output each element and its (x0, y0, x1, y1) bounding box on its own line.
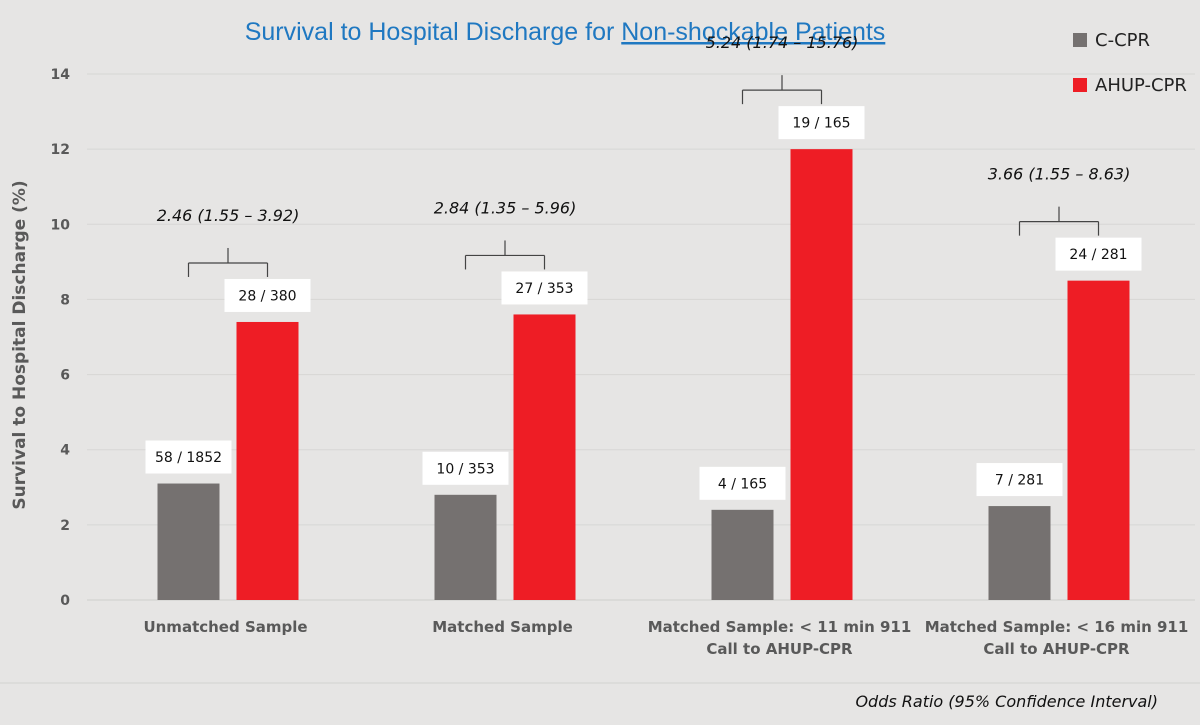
data-label: 4 / 165 (718, 476, 767, 492)
data-label: 28 / 380 (238, 288, 296, 304)
data-label: 19 / 165 (792, 116, 850, 132)
x-category-label: Call to AHUP-CPR (706, 640, 853, 658)
y-tick-label: 6 (60, 368, 70, 384)
data-labels: 58 / 1852 28 / 380 10 / 353 27 / 353 4 / 165… (145, 106, 1142, 500)
data-label: 7 / 281 (995, 473, 1044, 489)
data-label: 27 / 353 (515, 281, 573, 297)
odds-ratio-label: 3.66 (1.55 – 8.63) (988, 165, 1131, 184)
bar-ahup-cpr (513, 314, 576, 600)
legend-swatch-c-cpr (1073, 33, 1087, 47)
bar-ahup-cpr (236, 321, 299, 600)
legend-label-c-cpr: C-CPR (1095, 30, 1150, 51)
data-label-box (224, 278, 311, 312)
y-tick-label: 14 (51, 67, 71, 83)
legend: C-CPR AHUP-CPR (1073, 30, 1187, 96)
x-category-label: Unmatched Sample (143, 618, 307, 636)
bar-c-cpr (988, 506, 1051, 600)
x-category-label: Matched Sample: < 11 min 911 (648, 618, 912, 636)
odds-ratio-brackets: 2.46 (1.55 – 3.92) 2.84 (1.35 – 5.96) 5.24… (157, 33, 1131, 277)
x-axis: Unmatched Sample Matched Sample Matched Sa… (143, 618, 1188, 658)
data-label-box (422, 451, 509, 485)
x-category-label: Call to AHUP-CPR (983, 640, 1130, 658)
data-label-box (976, 463, 1063, 497)
data-label-box (145, 440, 232, 474)
data-label-box (1055, 237, 1142, 271)
data-label: 58 / 1852 (155, 450, 222, 466)
y-axis-label: Survival to Hospital Discharge (%) (10, 180, 30, 509)
bar-ahup-cpr (1067, 280, 1130, 600)
y-tick-label: 10 (51, 217, 71, 233)
data-label-box (501, 271, 588, 305)
footnote: Odds Ratio (95% Confidence Interval) (855, 692, 1158, 711)
data-label-box (778, 106, 865, 140)
y-tick-label: 12 (51, 142, 70, 158)
bar-c-cpr (711, 509, 774, 600)
data-label: 10 / 353 (436, 461, 494, 477)
y-axis: 0 2 4 6 8 10 12 14 (51, 67, 71, 609)
y-tick-label: 4 (60, 443, 70, 459)
bars (157, 149, 1130, 600)
y-tick-label: 2 (60, 518, 70, 534)
odds-ratio-label: 2.46 (1.55 – 3.92) (157, 206, 300, 225)
data-label: 24 / 281 (1069, 247, 1127, 263)
data-label-box (699, 466, 786, 500)
chart-title: Survival to Hospital Discharge for Non-s… (245, 18, 886, 46)
odds-ratio-label: 5.24 (1.74 – 15.76) (706, 33, 859, 52)
y-tick-label: 0 (60, 593, 70, 609)
odds-ratio-label: 2.84 (1.35 – 5.96) (434, 198, 577, 217)
legend-swatch-ahup-cpr (1073, 78, 1087, 92)
legend-label-ahup-cpr: AHUP-CPR (1095, 75, 1187, 96)
x-category-label: Matched Sample (432, 618, 573, 636)
bar-ahup-cpr (790, 149, 853, 600)
x-category-label: Matched Sample: < 16 min 911 (925, 618, 1189, 636)
y-tick-label: 8 (60, 292, 70, 308)
bar-c-cpr (157, 483, 220, 600)
bar-c-cpr (434, 494, 497, 600)
